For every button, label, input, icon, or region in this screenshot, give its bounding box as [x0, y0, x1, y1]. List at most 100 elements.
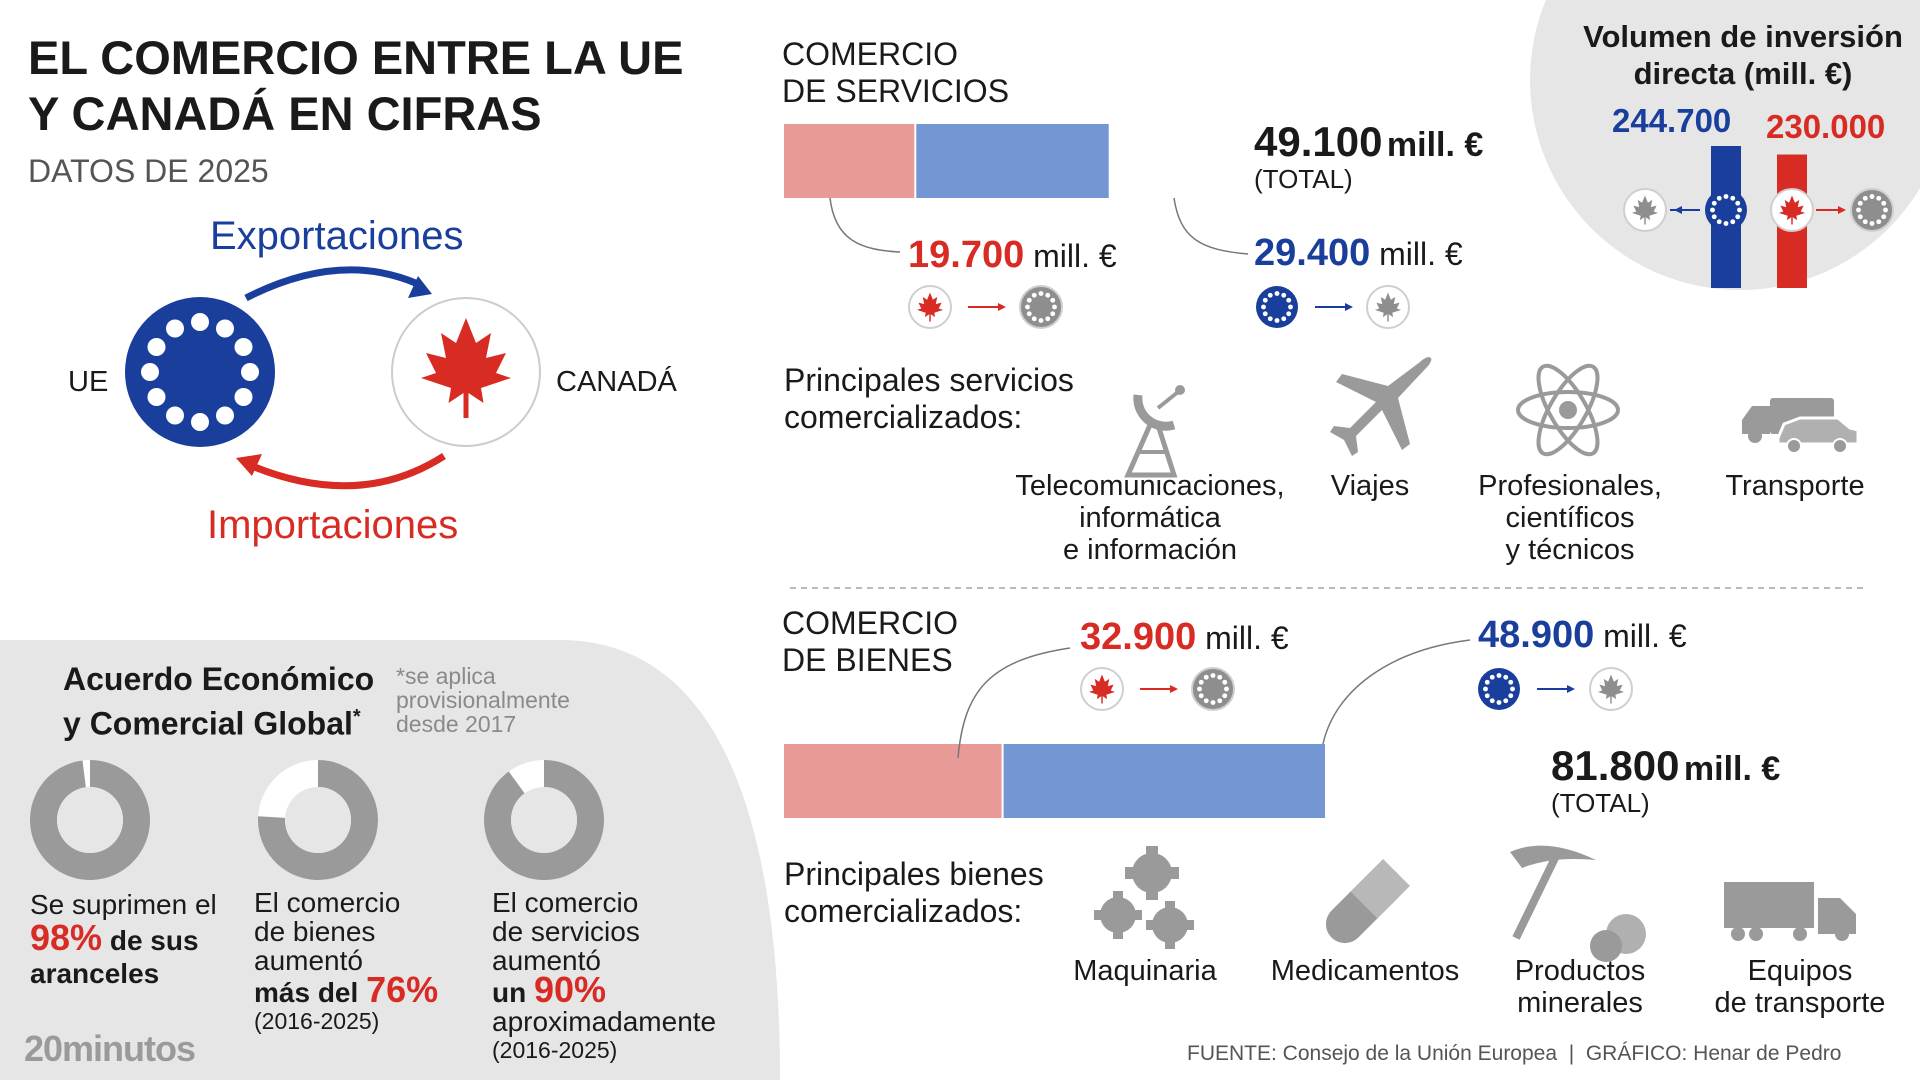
services-title: COMERCIO DE SERVICIOS: [782, 36, 1009, 110]
stat-goods-pre: más del: [254, 977, 359, 1008]
brand-logo: 20minutos: [24, 1028, 196, 1069]
goods-item-label: minerales: [1517, 987, 1643, 1019]
goods-item-label: Equipos: [1747, 955, 1853, 987]
goods-left-value: 32.900 mill. €: [1080, 616, 1289, 659]
donut-slice-1: [30, 760, 151, 880]
title-line-1: EL COMERCIO ENTRE LA UE: [28, 31, 684, 84]
services-main-title-line2: comercializados:: [784, 399, 1023, 435]
services-left-amount: 19.700: [908, 234, 1025, 276]
export-arrow-icon: [244, 266, 432, 302]
services-left-value: 19.700 mill. €: [908, 234, 1117, 277]
stat-services-line5: aproximadamente: [492, 1006, 717, 1037]
goods-item-transport-equipment: Equipos de transporte: [1690, 955, 1910, 1019]
stat-goods-line2: de bienes: [254, 916, 376, 947]
agreement-panel: [0, 640, 780, 1080]
agreement-note-line3: desde 2017: [396, 711, 517, 737]
stat-services-pre: un: [492, 977, 527, 1008]
agreement-note: *se aplica provisionalmente desde 2017: [396, 664, 570, 736]
eu-label: UE: [68, 366, 109, 398]
services-right-value: 29.400 mill. €: [1254, 232, 1463, 275]
agreement-note-line2: provisionalmente: [396, 687, 570, 713]
imports-label: Importaciones: [207, 503, 459, 547]
goods-title-line1: COMERCIO: [782, 605, 958, 641]
goods-total-note: (TOTAL): [1551, 788, 1650, 818]
canada-label: CANADÁ: [556, 366, 677, 398]
truck-icon: [1724, 882, 1856, 941]
services-total-unit: mill. €: [1386, 126, 1484, 164]
goods-main-title-line2: comercializados:: [784, 893, 1023, 929]
investment-eu-value: 244.700: [1612, 102, 1732, 139]
services-right-unit: mill. €: [1379, 236, 1463, 272]
agreement-title-line1: Acuerdo Económico: [63, 661, 375, 697]
investment-title-line1: Volumen de inversión: [1583, 19, 1903, 54]
subtitle: DATOS DE 2025: [28, 153, 269, 189]
stat-services-line1: El comercio: [492, 887, 639, 918]
goods-leader-left: [957, 647, 1071, 759]
services-total-value: 49.100: [1254, 118, 1383, 165]
agreement-note-line1: *se aplica: [396, 663, 496, 689]
goods-right-amount: 48.900: [1478, 614, 1595, 656]
goods-item-medicine: Medicamentos: [1250, 955, 1480, 987]
exports-label: Exportaciones: [210, 214, 464, 258]
donut-hole: [511, 787, 577, 853]
goods-right-value: 48.900 mill. €: [1478, 614, 1687, 657]
goods-leader-right: [1322, 639, 1471, 745]
stat-services: El comercio de servicios aumentó un 90% …: [492, 888, 716, 1065]
donut-hole: [285, 787, 351, 853]
goods-item-label: Medicamentos: [1270, 955, 1460, 987]
services-bar-eu-to-ca: [916, 124, 1109, 198]
goods-right-unit: mill. €: [1603, 618, 1687, 654]
stat-services-period: (2016-2025): [492, 1037, 618, 1063]
services-title-line1: COMERCIO: [782, 36, 958, 72]
service-item-label: e información: [1062, 534, 1238, 566]
stat-goods-line1: El comercio: [254, 887, 401, 918]
goods-item-label: de transporte: [1714, 987, 1886, 1019]
donut-slice-2: [258, 760, 379, 880]
stat-tariffs-line3: aranceles: [30, 958, 160, 989]
goods-item-label: Productos: [1514, 955, 1646, 987]
goods-item-label: Maquinaria: [1073, 955, 1217, 987]
investment-title: Volumen de inversión directa (mill. €): [1568, 18, 1918, 92]
goods-bar-ca-to-eu: [784, 744, 1002, 818]
investment-ca-value: 230.000: [1766, 108, 1886, 145]
pickaxe-icon: [1510, 845, 1646, 962]
goods-total-unit: mill. €: [1683, 750, 1781, 788]
goods-left-unit: mill. €: [1205, 620, 1289, 656]
eu-flag-icon: [125, 297, 275, 447]
services-total: 49.100 mill. € (TOTAL): [1254, 118, 1483, 195]
page-title: EL COMERCIO ENTRE LA UE Y CANADÁ EN CIFR…: [28, 30, 683, 142]
goods-title-line2: DE BIENES: [782, 642, 953, 678]
investment-flow-icons: [1624, 189, 1893, 231]
stat-goods-line3: aumentó: [254, 945, 363, 976]
agreement-title: Acuerdo Económico y Comercial Global*: [63, 660, 374, 743]
stat-goods-period: (2016-2025): [254, 1008, 380, 1034]
service-item-label: y técnicos: [1505, 534, 1635, 566]
agreement-asterisk: *: [352, 706, 361, 728]
gears-icon: [1094, 846, 1194, 949]
services-eu-to-ca-icon: [1256, 286, 1409, 328]
atom-icon: [1516, 363, 1620, 457]
stat-tariffs: Se suprimen el 98% de sus aranceles: [30, 888, 217, 990]
services-right-amount: 29.400: [1254, 232, 1371, 274]
service-item-professional: Profesionales, científicos y técnicos: [1450, 470, 1690, 566]
services-left-unit: mill. €: [1033, 238, 1117, 274]
services-ca-to-eu-icon: [909, 286, 1062, 328]
stat-tariffs-pct: 98%: [30, 917, 103, 958]
pill-icon: [1325, 859, 1410, 944]
goods-left-amount: 32.900: [1080, 616, 1197, 658]
service-item-label: informática: [1079, 502, 1221, 534]
service-item-travel: Viajes: [1300, 470, 1440, 502]
goods-ca-to-eu-icon: [1081, 668, 1234, 710]
airplane-icon: [1330, 357, 1432, 456]
import-arrow-icon: [236, 453, 446, 490]
service-item-label: Transporte: [1725, 470, 1865, 502]
goods-eu-to-ca-icon: [1478, 668, 1632, 710]
satellite-dish-icon: [1124, 385, 1185, 478]
goods-title: COMERCIO DE BIENES: [782, 605, 958, 679]
agreement-title-line2: y Comercial Global: [63, 705, 353, 742]
service-item-transport: Transporte: [1700, 470, 1890, 502]
